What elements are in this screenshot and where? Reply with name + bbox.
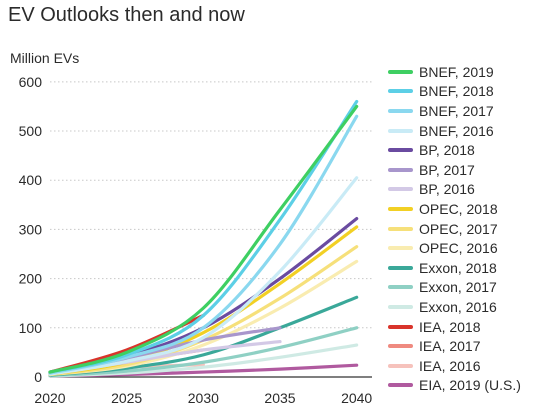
- x-tick-label: 2025: [111, 390, 142, 406]
- legend-swatch: [388, 265, 413, 270]
- x-tick-label: 2020: [34, 390, 65, 406]
- x-tick-label: 2035: [264, 390, 295, 406]
- legend-label: BNEF, 2017: [419, 102, 494, 119]
- legend-item: OPEC, 2017: [388, 219, 521, 239]
- series-lines: [48, 99, 359, 378]
- legend-swatch: [388, 285, 413, 290]
- legend-item: IEA, 2018: [388, 317, 521, 337]
- y-axis-label: Million EVs: [10, 50, 80, 66]
- legend-swatch: [388, 226, 413, 231]
- legend-label: IEA, 2018: [419, 318, 481, 335]
- legend-swatch: [388, 324, 413, 329]
- legend-item: OPEC, 2016: [388, 238, 521, 258]
- legend-item: BNEF, 2018: [388, 82, 521, 102]
- legend-label: OPEC, 2016: [419, 240, 498, 257]
- legend-item: Exxon, 2017: [388, 278, 521, 298]
- legend-label: BP, 2016: [419, 181, 475, 198]
- legend-label: Exxon, 2016: [419, 298, 497, 315]
- legend-swatch: [388, 108, 413, 113]
- legend-label: IEA, 2017: [419, 338, 481, 355]
- legend-label: BNEF, 2019: [419, 63, 494, 80]
- legend-label: OPEC, 2018: [419, 200, 498, 217]
- legend-label: Exxon, 2017: [419, 279, 497, 296]
- legend-label: Exxon, 2018: [419, 259, 497, 276]
- legend-label: BP, 2017: [419, 161, 475, 178]
- legend-swatch: [388, 69, 413, 74]
- legend-swatch: [388, 89, 413, 94]
- legend-swatch: [388, 344, 413, 349]
- legend-swatch: [388, 304, 413, 309]
- series-line-exxon-2017: [48, 326, 359, 378]
- legend-item: EIA, 2019 (U.S.): [388, 376, 521, 396]
- y-tick-label: 0: [34, 369, 42, 385]
- y-tick-label: 600: [19, 74, 43, 90]
- y-tick-label: 100: [19, 320, 43, 336]
- legend-swatch: [388, 187, 413, 192]
- legend-item: BP, 2016: [388, 180, 521, 200]
- legend-swatch: [388, 167, 413, 172]
- legend-label: IEA, 2016: [419, 357, 481, 374]
- legend-item: BNEF, 2019: [388, 62, 521, 82]
- legend-item: Exxon, 2018: [388, 258, 521, 278]
- legend-item: BNEF, 2016: [388, 121, 521, 141]
- y-tick-label: 300: [19, 221, 43, 237]
- legend-item: IEA, 2016: [388, 356, 521, 376]
- y-tick-label: 500: [19, 123, 43, 139]
- x-tick-labels: 2020 2025 2030 2035 2040: [34, 390, 372, 406]
- series-line-bnef-2016: [48, 176, 359, 376]
- legend-swatch: [388, 206, 413, 211]
- x-tick-label: 2040: [341, 390, 372, 406]
- legend-label: EIA, 2019 (U.S.): [419, 377, 521, 394]
- series-line-bnef-2017: [48, 114, 359, 375]
- legend-item: BP, 2017: [388, 160, 521, 180]
- legend-label: BP, 2018: [419, 142, 475, 159]
- legend-label: BNEF, 2016: [419, 122, 494, 139]
- x-tick-label: 2030: [188, 390, 219, 406]
- y-tick-labels: 0 100 200 300 400 500 600: [19, 74, 43, 385]
- series-line-bnef-2019: [48, 104, 359, 374]
- legend-label: OPEC, 2017: [419, 220, 498, 237]
- y-tick-label: 200: [19, 271, 43, 287]
- legend-swatch: [388, 383, 413, 388]
- legend-item: BP, 2018: [388, 140, 521, 160]
- legend-item: Exxon, 2016: [388, 297, 521, 317]
- legend-item: BNEF, 2017: [388, 101, 521, 121]
- legend-item: OPEC, 2018: [388, 199, 521, 219]
- chart-title: EV Outlooks then and now: [8, 4, 245, 26]
- y-tick-label: 400: [19, 172, 43, 188]
- legend-swatch: [388, 246, 413, 251]
- legend-swatch: [388, 148, 413, 153]
- legend-label: BNEF, 2018: [419, 83, 494, 100]
- legend-swatch: [388, 363, 413, 368]
- series-line-bnef-2018: [48, 99, 359, 374]
- legend-swatch: [388, 128, 413, 133]
- legend-item: IEA, 2017: [388, 336, 521, 356]
- legend: BNEF, 2019 BNEF, 2018 BNEF, 2017 BNEF, 2016…: [388, 62, 521, 395]
